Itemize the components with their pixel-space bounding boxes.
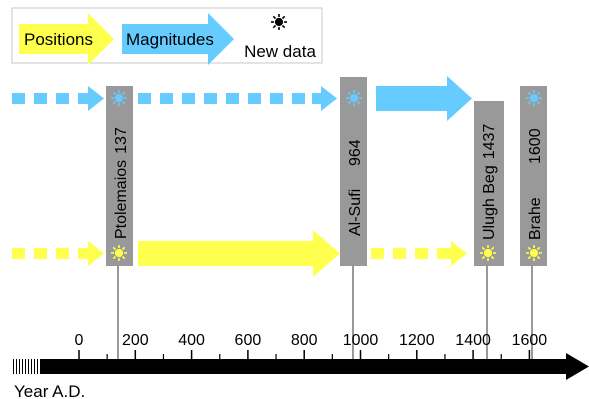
brahe-position-sun-icon [525, 244, 543, 262]
astronomer-bars: Ptolemaios137 Al-Sufi 964 Ulugh Beg1437 … [106, 77, 547, 360]
magnitudes-solid-arrow [376, 76, 472, 121]
positions-dashed-arrow-head [78, 241, 104, 266]
magnitudes-dash [182, 93, 195, 104]
magnitudes-dash [292, 93, 305, 104]
magnitudes-dash [160, 93, 173, 104]
magnitudes-dash [270, 93, 283, 104]
positions-dash [34, 248, 47, 259]
ulugh-beg-name: Ulugh Beg [481, 165, 498, 240]
brahe-year: 1600 [527, 128, 544, 164]
ulugh-beg-label: Ulugh Beg 1437 [481, 124, 498, 240]
axis-tick-label: 800 [291, 332, 318, 349]
al-sufi-bar [340, 77, 367, 266]
brahe-magnitude-sun-icon [525, 89, 543, 107]
ulugh-beg-bar [474, 101, 504, 266]
positions-dash [415, 248, 428, 259]
legend-positions-arrow [19, 13, 114, 65]
positions-dash [56, 248, 69, 259]
magnitudes-dash [204, 93, 217, 104]
ptolemaios-year: 137 [113, 127, 130, 154]
positions-dash [371, 248, 384, 259]
magnitudes-dash [56, 93, 69, 104]
positions-dashed-arrow-head [437, 241, 467, 266]
ptolemaios-bar [106, 86, 133, 266]
axis-tick-label: 1400 [455, 332, 491, 349]
brahe-name: Brahe [527, 197, 544, 240]
legend-new-data-label: New data [244, 42, 316, 61]
ptolemaios-label: Ptolemaios 137 [113, 127, 130, 239]
ptolemaios-magnitude-sun-icon [110, 89, 128, 107]
magnitudes-dash [34, 93, 47, 104]
axis-ticks: 0 200 400 600 800 1000 1200 1400 1600 [75, 332, 548, 359]
magnitudes-dash [138, 93, 151, 104]
axis-title: Year A.D. [14, 382, 85, 399]
al-sufi-magnitude-sun-icon [345, 89, 363, 107]
time-axis: 0 200 400 600 800 1000 1200 1400 1600 Year A.D. [13, 332, 589, 399]
ptolemaios-position-sun-icon [110, 244, 128, 262]
legend-magnitudes-arrow [122, 13, 234, 65]
positions-solid-arrow [138, 230, 340, 277]
legend-positions-label: Positions [24, 30, 93, 49]
ulugh-beg-year: 1437 [481, 124, 498, 160]
magnitudes-dashed-arrow-head [78, 86, 104, 111]
axis-tick-label: 1000 [343, 332, 379, 349]
axis-tick-label: 1200 [399, 332, 435, 349]
magnitudes-dash [248, 93, 261, 104]
axis-hatch [13, 359, 38, 374]
legend-magnitudes-label: Magnitudes [126, 30, 214, 49]
axis-tick-label: 1600 [512, 332, 548, 349]
axis-tick-label: 600 [235, 332, 262, 349]
magnitudes-dash [12, 93, 25, 104]
axis-tick-label: 200 [122, 332, 149, 349]
new-data-sun-icon [270, 13, 288, 31]
al-sufi-year: 964 [347, 139, 364, 166]
axis-tick-label: 0 [75, 332, 84, 349]
positions-row [12, 230, 467, 277]
positions-dash [12, 248, 25, 259]
axis-arrowhead [566, 353, 589, 380]
magnitudes-dashed-arrow-head [312, 86, 337, 111]
axis-tick-label: 400 [178, 332, 205, 349]
al-sufi-name: Al-Sufi [347, 189, 364, 236]
magnitudes-dash [226, 93, 239, 104]
axis-bar [40, 359, 568, 374]
magnitudes-row [12, 76, 472, 121]
ptolemaios-name: Ptolemaios [113, 160, 130, 239]
positions-dash [393, 248, 406, 259]
legend: Positions Magnitudes New data [11, 7, 323, 65]
ulugh-beg-position-sun-icon [479, 244, 497, 262]
brahe-bar [520, 86, 547, 266]
